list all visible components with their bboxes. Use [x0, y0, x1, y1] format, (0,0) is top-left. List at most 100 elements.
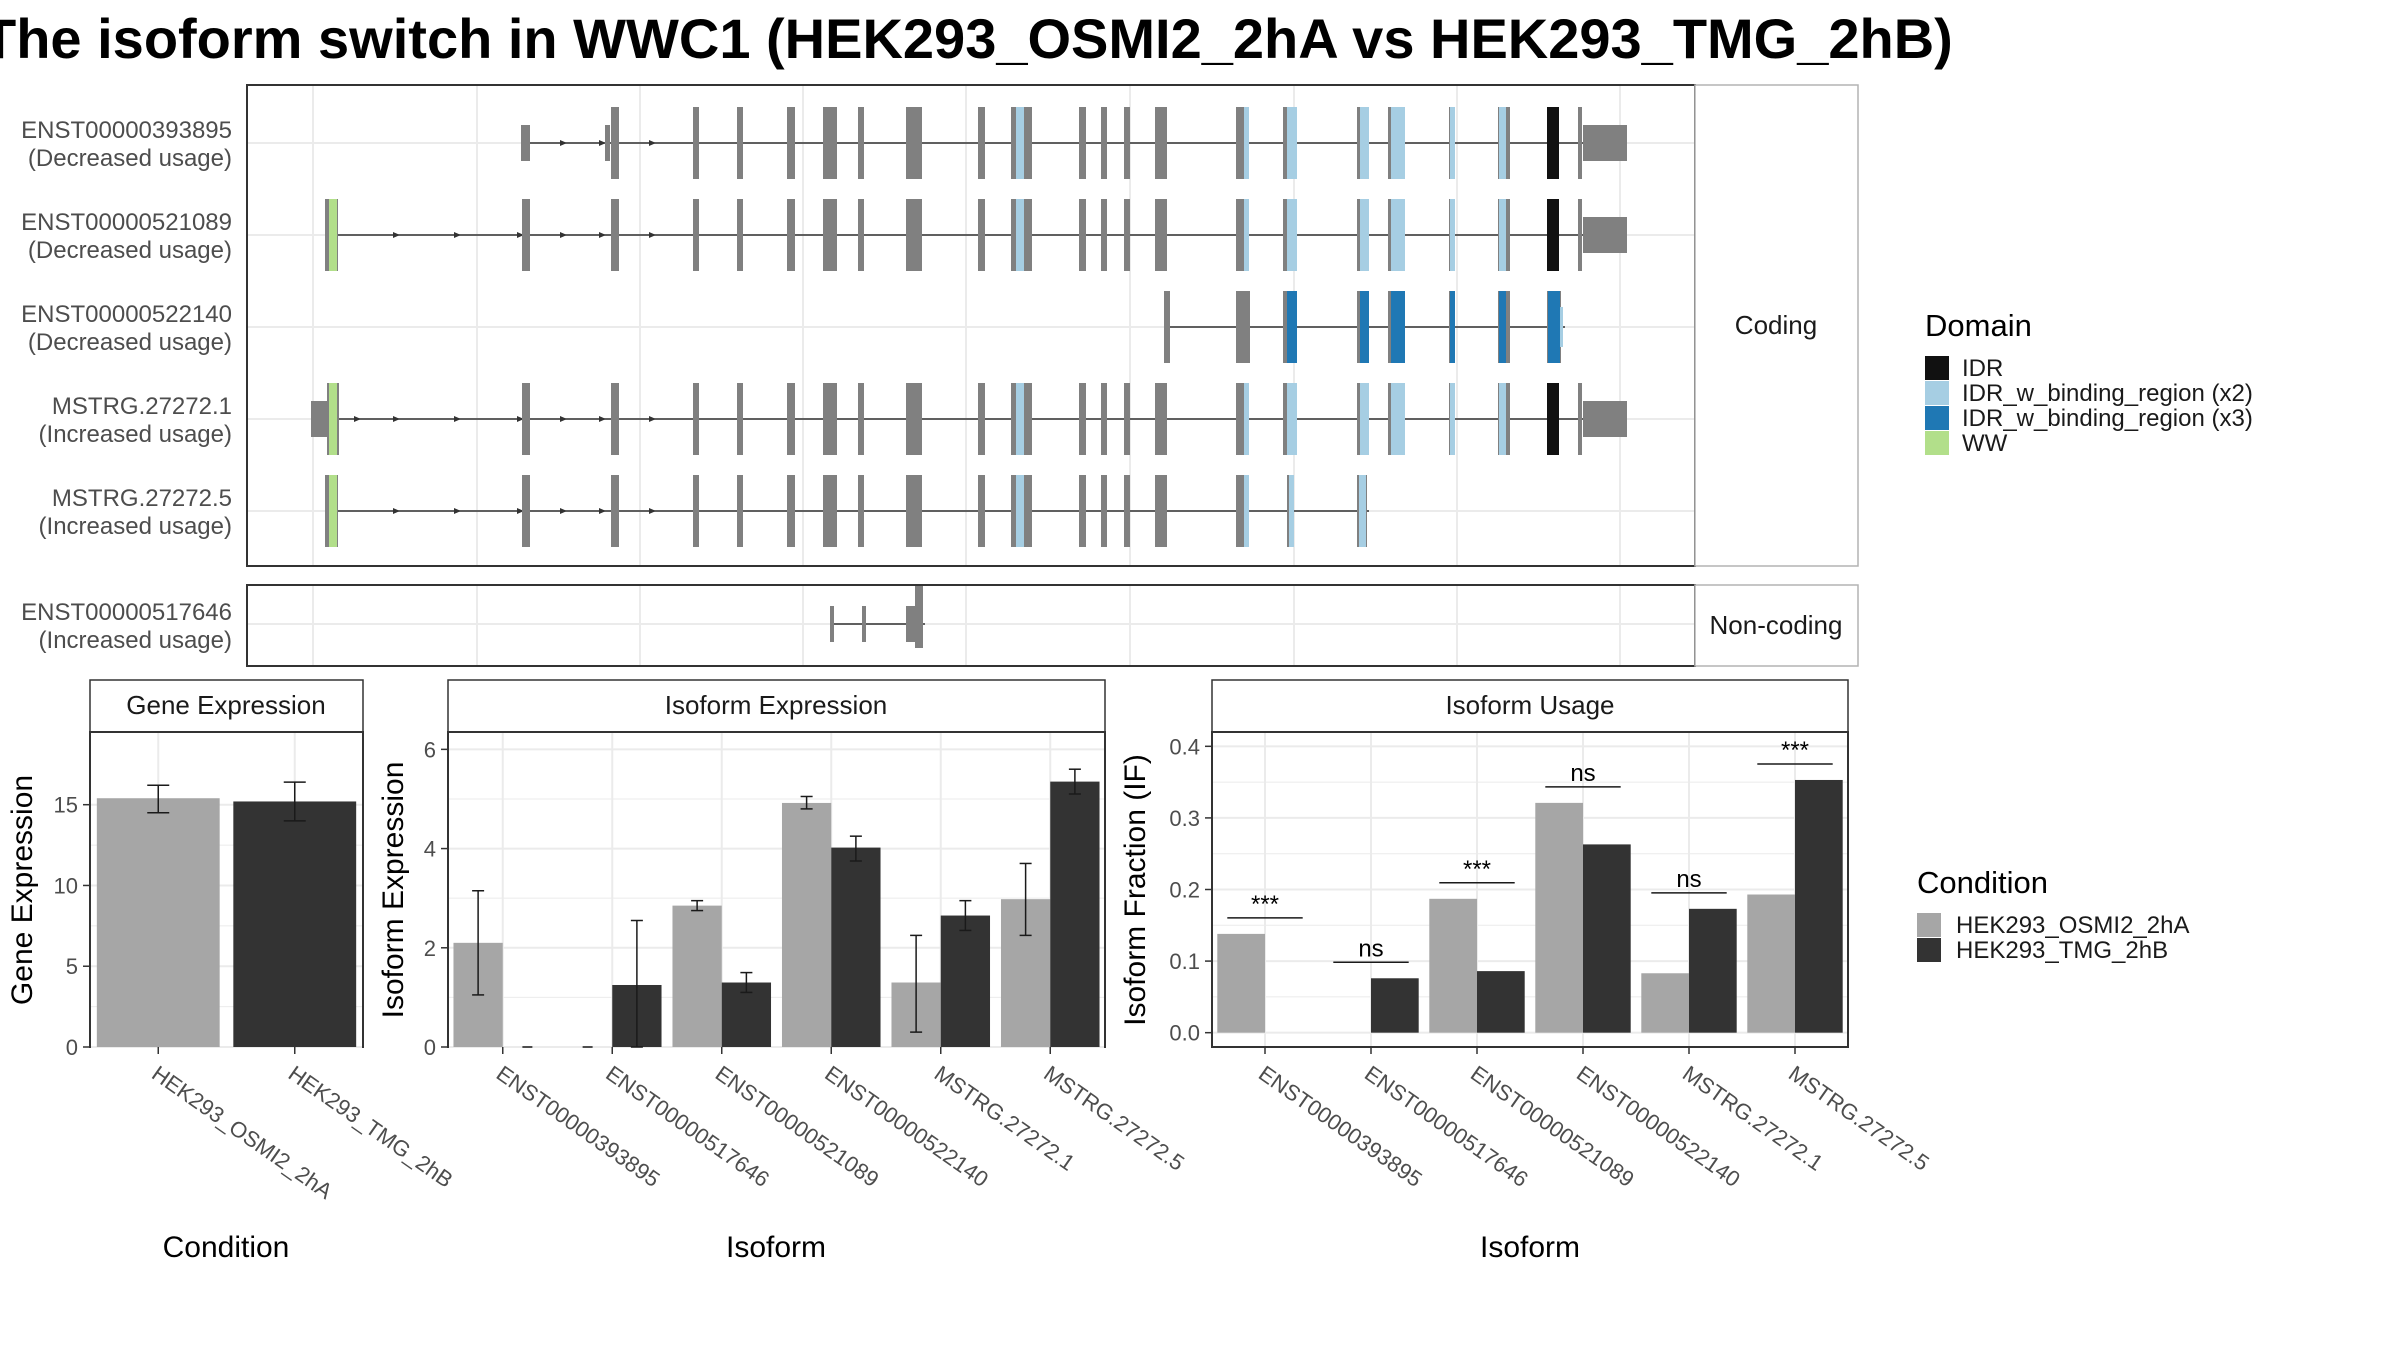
domain-block — [1359, 475, 1366, 547]
exon-block — [823, 383, 837, 455]
exon-block — [693, 475, 699, 547]
y-tick-label: 0.3 — [1169, 806, 1200, 831]
exon-block — [522, 199, 530, 271]
bar — [1050, 781, 1100, 1047]
exon-block — [1079, 107, 1086, 179]
intron-arrow — [649, 232, 656, 238]
domain-block — [1499, 383, 1506, 455]
legend-key-idr — [1925, 356, 1949, 380]
exon-block — [605, 125, 610, 161]
domain-block — [1244, 475, 1249, 547]
y-tick-label: 0 — [66, 1035, 78, 1060]
exon-block — [787, 383, 795, 455]
transcript-label-id: ENST00000393895 — [21, 117, 232, 144]
y-tick-label: 4 — [424, 837, 436, 862]
y-tick-label: 5 — [66, 954, 78, 979]
transcript-structure — [830, 586, 925, 648]
exon-block — [1236, 383, 1246, 455]
y-tick-label: 0.4 — [1169, 734, 1200, 759]
intron-arrow — [649, 508, 656, 514]
y-tick-label: 10 — [54, 873, 78, 898]
legend-label-idr: IDR — [1962, 355, 2003, 382]
domain-block — [1016, 107, 1024, 179]
significance-label: *** — [1781, 737, 1809, 764]
isoform-expression-x-title: Isoform — [726, 1231, 826, 1264]
transcript-structure — [325, 199, 1627, 271]
intron-arrow — [599, 508, 606, 514]
domain-block — [1360, 291, 1369, 363]
exon-block — [906, 107, 922, 179]
exon-block — [858, 199, 864, 271]
exon-block — [906, 199, 922, 271]
legend-key-ww — [1925, 431, 1949, 455]
legend-key-tmg — [1917, 938, 1941, 962]
exon-block — [1164, 291, 1170, 363]
intron-arrow — [393, 232, 400, 238]
intron-arrow — [599, 232, 606, 238]
domain-block — [1244, 107, 1249, 179]
isoform-expression-panel: Isoform Expression 0246ENST00000393895EN… — [377, 679, 1189, 1264]
legend-label-idr-binding-x3: IDR_w_binding_region (x3) — [1962, 405, 2253, 432]
domain-legend-title: Domain — [1925, 308, 2032, 343]
exon-block — [915, 586, 923, 648]
intron-arrow — [649, 140, 656, 146]
exon-block — [693, 383, 699, 455]
noncoding-strip-label: Non-coding — [1710, 610, 1843, 640]
exon-block — [1578, 107, 1582, 179]
transcript-label-id: ENST00000521089 — [21, 209, 232, 236]
y-tick-label: 15 — [54, 793, 78, 818]
y-tick-label: 0.1 — [1169, 949, 1200, 974]
exon-block — [978, 383, 985, 455]
transcript-label-usage: (Increased usage) — [39, 421, 232, 448]
legend-label-tmg: HEK293_TMG_2hB — [1956, 937, 2168, 964]
significance-label: ns — [1358, 935, 1383, 962]
intron-arrow — [354, 416, 361, 422]
domain-block — [1499, 199, 1506, 271]
isoform-usage-bars: *** ns *** ns ns *** — [1217, 737, 1843, 1033]
domain-block — [1547, 107, 1559, 179]
exon-block — [1079, 383, 1086, 455]
bar — [1535, 802, 1583, 1033]
exon-block — [858, 107, 864, 179]
transcript-structure-panel: Coding Non-coding ENST00000393895 (Decre… — [21, 84, 1859, 667]
exon-block — [1236, 475, 1246, 547]
isoform-expression-plot-area — [447, 731, 1106, 1048]
noncoding-strip — [1694, 584, 1859, 667]
significance-label: *** — [1251, 891, 1279, 918]
exon-block — [823, 475, 837, 547]
condition-legend: Condition HEK293_OSMI2_2hA HEK293_TMG_2h… — [1917, 865, 2189, 964]
domain-legend: Domain IDR IDR_w_binding_region (x2) IDR… — [1925, 308, 2253, 457]
exon-block — [862, 606, 866, 642]
domain-block — [329, 475, 337, 547]
exon-block — [1155, 199, 1167, 271]
bar — [1795, 779, 1843, 1033]
intron-arrow — [517, 232, 524, 238]
transcript-structure — [325, 475, 1369, 547]
intron-arrow — [393, 508, 400, 514]
domain-block — [1547, 383, 1559, 455]
domain-block — [1391, 199, 1405, 271]
figure-title: The isoform switch in WWC1 (HEK293_OSMI2… — [0, 7, 1953, 70]
intron-arrow — [649, 416, 656, 422]
exon-block — [906, 383, 922, 455]
domain-block — [1360, 107, 1369, 179]
exon-block — [906, 475, 922, 547]
coding-strip-label: Coding — [1735, 310, 1817, 340]
exon-block — [1155, 107, 1167, 179]
y-tick-label: 0.2 — [1169, 878, 1200, 903]
exon-block — [612, 107, 618, 179]
bar — [1747, 894, 1795, 1033]
gene-expression-panel: Gene Expression 051015HEK293_OSMI2_2hAHE… — [6, 679, 457, 1264]
legend-key-idr-binding-x2 — [1925, 381, 1949, 405]
exon-block — [1578, 199, 1582, 271]
gene-expression-strip — [89, 679, 364, 733]
domain-block — [1499, 291, 1506, 363]
bar — [96, 798, 220, 1047]
coding-strip — [1694, 84, 1859, 567]
domain-block — [1391, 291, 1405, 363]
domain-block — [1547, 199, 1559, 271]
gene-expression-panel-title: Gene Expression — [126, 690, 325, 720]
legend-label-ww: WW — [1962, 430, 2008, 457]
